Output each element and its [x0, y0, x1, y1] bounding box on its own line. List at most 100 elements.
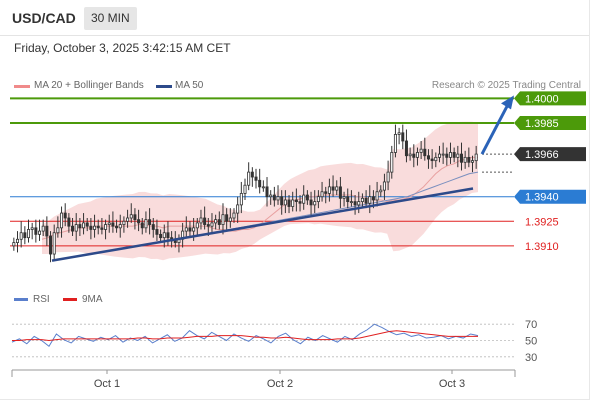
- header-divider: [0, 35, 590, 36]
- candle-body: [386, 171, 390, 183]
- candle: [445, 147, 449, 166]
- price-tag-bg: [514, 147, 586, 162]
- candle: [45, 216, 49, 246]
- candle: [247, 162, 251, 191]
- candle-body: [60, 212, 64, 229]
- candle: [283, 190, 287, 214]
- candle: [291, 191, 295, 212]
- candle-body: [401, 132, 405, 142]
- candle: [448, 142, 452, 164]
- candle: [470, 155, 474, 173]
- candle-body: [280, 196, 284, 206]
- candle: [188, 221, 192, 237]
- candle-body: [379, 189, 383, 193]
- candle: [452, 147, 456, 163]
- candle: [331, 175, 335, 197]
- candle: [364, 190, 368, 209]
- candle: [78, 217, 82, 237]
- candle: [305, 190, 309, 205]
- candle: [335, 180, 339, 196]
- candle: [243, 178, 247, 200]
- candle-body: [74, 224, 78, 232]
- candle: [118, 214, 122, 238]
- candle: [41, 219, 45, 237]
- candle-body: [16, 238, 20, 243]
- price-tag-text: 1.3940: [525, 192, 559, 204]
- rsi-line: [11, 323, 479, 347]
- candle-body: [104, 224, 108, 230]
- candle-body: [459, 153, 463, 163]
- candle: [74, 213, 78, 241]
- candle-body: [206, 224, 210, 227]
- candle: [214, 214, 218, 230]
- candle: [126, 209, 130, 228]
- candle: [184, 216, 188, 238]
- candle-body: [19, 232, 23, 240]
- candle: [272, 186, 276, 207]
- candle: [63, 203, 67, 227]
- candle-body: [221, 214, 225, 225]
- price-tag-text: 1.3985: [525, 118, 559, 130]
- price-tag-text: 1.3966: [525, 149, 559, 161]
- candle-body: [210, 222, 214, 227]
- candle-body: [250, 171, 254, 178]
- ma50-legend-swatch: [156, 85, 172, 88]
- candle: [12, 237, 16, 251]
- timeframe-badge[interactable]: 30 MIN: [84, 7, 137, 30]
- candle: [100, 217, 104, 235]
- candle-body: [30, 227, 34, 230]
- chart-datetime: Friday, October 3, 2025 3:42:15 AM CET: [14, 41, 231, 55]
- candle: [426, 149, 430, 169]
- candle: [397, 127, 401, 145]
- candle-body: [85, 222, 89, 227]
- candle: [338, 177, 342, 209]
- candle: [434, 152, 438, 168]
- candle-body: [445, 153, 449, 158]
- price-tag-bg: [514, 91, 586, 106]
- price-tag-1-3940: 1.3940: [514, 189, 586, 204]
- candle-body: [239, 193, 243, 206]
- candle-body: [357, 201, 361, 206]
- price-tag-1-3985: 1.3985: [514, 115, 586, 130]
- candle-body: [470, 160, 474, 163]
- price-tag-text: 1.4000: [525, 93, 559, 105]
- candle: [430, 149, 434, 169]
- candle: [298, 195, 302, 212]
- candle: [393, 124, 397, 158]
- candle-body: [404, 140, 408, 157]
- candle-body: [331, 186, 335, 191]
- candle: [324, 186, 328, 204]
- candle: [16, 231, 20, 253]
- candle-body: [309, 199, 313, 206]
- candle: [294, 188, 298, 212]
- candle-body: [316, 196, 320, 203]
- candle: [456, 145, 460, 168]
- ma50-legend-label: MA 50: [175, 80, 204, 91]
- candle: [236, 196, 240, 223]
- candle: [27, 219, 31, 243]
- candle: [346, 188, 350, 209]
- support-trendline: [51, 187, 474, 262]
- candle: [349, 190, 353, 207]
- candle: [269, 190, 273, 205]
- candle: [210, 213, 214, 235]
- candle: [415, 147, 419, 166]
- candle-body: [261, 186, 265, 189]
- rsi-tick-label: 30: [525, 352, 537, 364]
- price-tag-text: 1.3910: [525, 241, 559, 253]
- candle-body: [67, 217, 71, 227]
- candle: [107, 214, 111, 233]
- candle: [441, 142, 445, 164]
- candle-body: [272, 194, 276, 201]
- candle-body: [45, 225, 49, 237]
- candle-body: [441, 153, 445, 156]
- candle-body: [228, 217, 232, 222]
- candle-body: [371, 196, 375, 201]
- candle-body: [364, 197, 368, 204]
- candle: [217, 211, 221, 230]
- candle: [320, 181, 324, 202]
- x-tick-label: Oct 2: [267, 378, 293, 390]
- candle: [203, 206, 207, 230]
- candle-body: [225, 214, 229, 222]
